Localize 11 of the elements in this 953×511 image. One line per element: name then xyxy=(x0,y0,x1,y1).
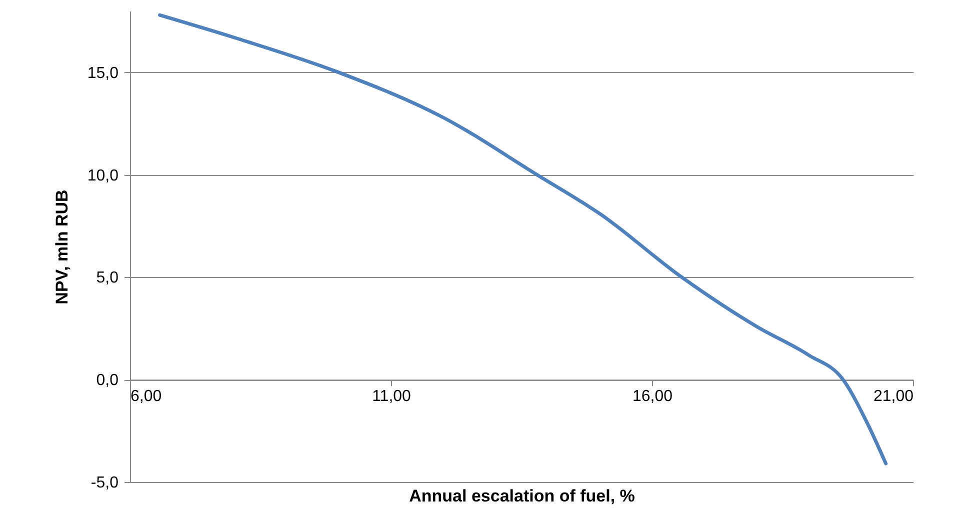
x-tick-label: 16,00 xyxy=(632,388,673,406)
x-tick-label: 6,00 xyxy=(130,388,162,406)
x-axis-title: Annual escalation of fuel, % xyxy=(409,486,635,506)
y-tick-label: -5,0 xyxy=(90,474,119,492)
x-tick-label: 11,00 xyxy=(372,388,412,406)
y-tick-label: 0,0 xyxy=(96,372,119,390)
x-tick-label: 21,00 xyxy=(873,388,914,406)
y-tick-label: 15,0 xyxy=(87,64,119,82)
y-axis-title: NPV, mln RUB xyxy=(52,190,72,304)
y-tick-label: 10,0 xyxy=(87,167,119,184)
y-tick-label: 5,0 xyxy=(96,270,119,287)
